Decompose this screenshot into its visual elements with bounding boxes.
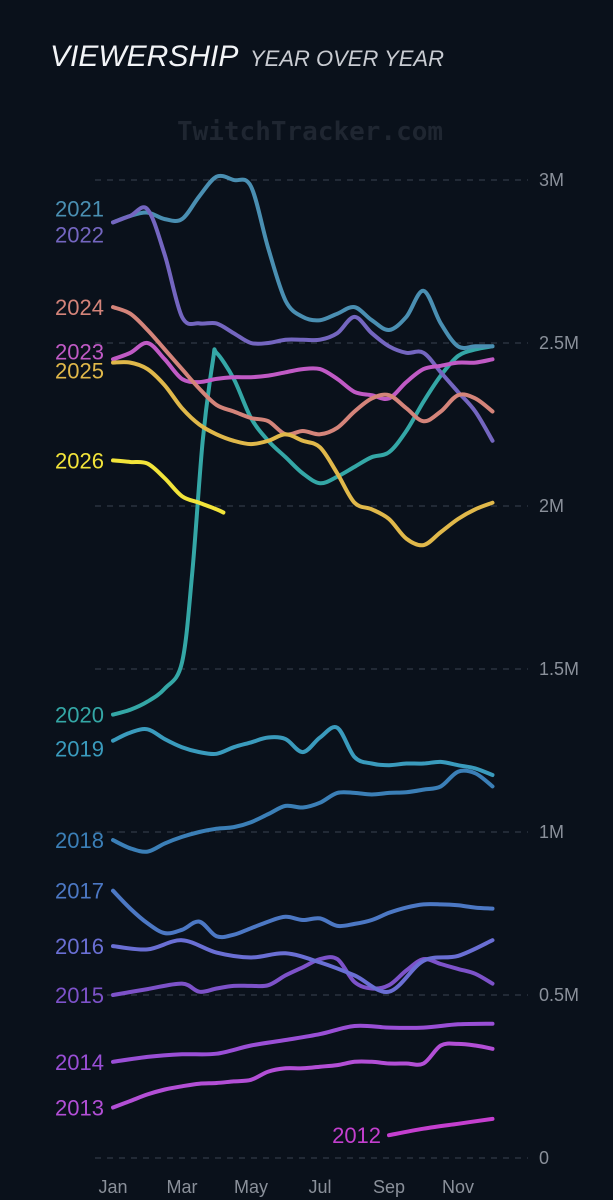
axis-layer: 0 0.5M 1M 1.5M 2M 2.5M 3M Jan Mar May Jul Sep Nov [98,170,579,1197]
series-line-2014 [111,1021,495,1064]
year-label-2018: 2018 [55,828,104,853]
chart-subtitle: YEAR OVER YEAR [250,46,444,71]
series-line-2015 [111,955,495,997]
x-tick-label: Nov [442,1177,474,1197]
series-line-2019 [111,725,495,777]
series-layer [111,173,495,1138]
year-label-2019: 2019 [55,737,104,762]
series-line-2012 [387,1116,495,1138]
series-line-2018 [111,768,495,854]
year-label-2024: 2024 [55,295,104,320]
year-label-2021: 2021 [55,196,104,221]
y-tick-label: 1M [539,822,564,842]
y-tick-label: 2.5M [539,333,579,353]
year-label-2022: 2022 [55,222,104,247]
x-tick-label: May [234,1177,268,1197]
x-tick-label: Mar [167,1177,198,1197]
series-line-2026 [111,458,226,515]
year-label-2015: 2015 [55,983,104,1008]
y-tick-label: 3M [539,170,564,190]
series-line-2024 [111,305,495,437]
y-tick-label: 0 [539,1148,549,1168]
series-line-2023 [111,340,495,401]
y-tick-label: 1.5M [539,659,579,679]
series-line-2013 [111,1041,495,1110]
series-line-2022 [111,205,495,443]
year-label-2014: 2014 [55,1050,104,1075]
x-tick-label: Jul [309,1177,332,1197]
series-line-2016 [111,938,495,994]
y-tick-label: 0.5M [539,985,579,1005]
chart-title: VIEWERSHIP [50,40,238,73]
y-tick-label: 2M [539,496,564,516]
watermark: TwitchTracker.com [177,117,443,147]
year-label-layer: 2012 2013 2014 2015 2016 2017 2018 2019 2020 2021… [55,196,381,1148]
year-label-2020: 2020 [55,703,104,728]
year-label-2012: 2012 [332,1123,381,1148]
year-label-2025: 2025 [55,359,104,384]
year-label-2026: 2026 [55,448,104,473]
year-label-2017: 2017 [55,879,104,904]
grid-layer [95,179,528,1159]
series-line-2025 [111,360,495,548]
x-tick-label: Jan [98,1177,127,1197]
series-line-2020 [111,344,495,717]
year-label-2023: 2023 [55,339,104,364]
year-label-2016: 2016 [55,934,104,959]
series-line-2021 [111,173,495,350]
series-line-2017 [111,888,495,940]
x-tick-label: Sep [373,1177,405,1197]
year-label-2013: 2013 [55,1095,104,1120]
